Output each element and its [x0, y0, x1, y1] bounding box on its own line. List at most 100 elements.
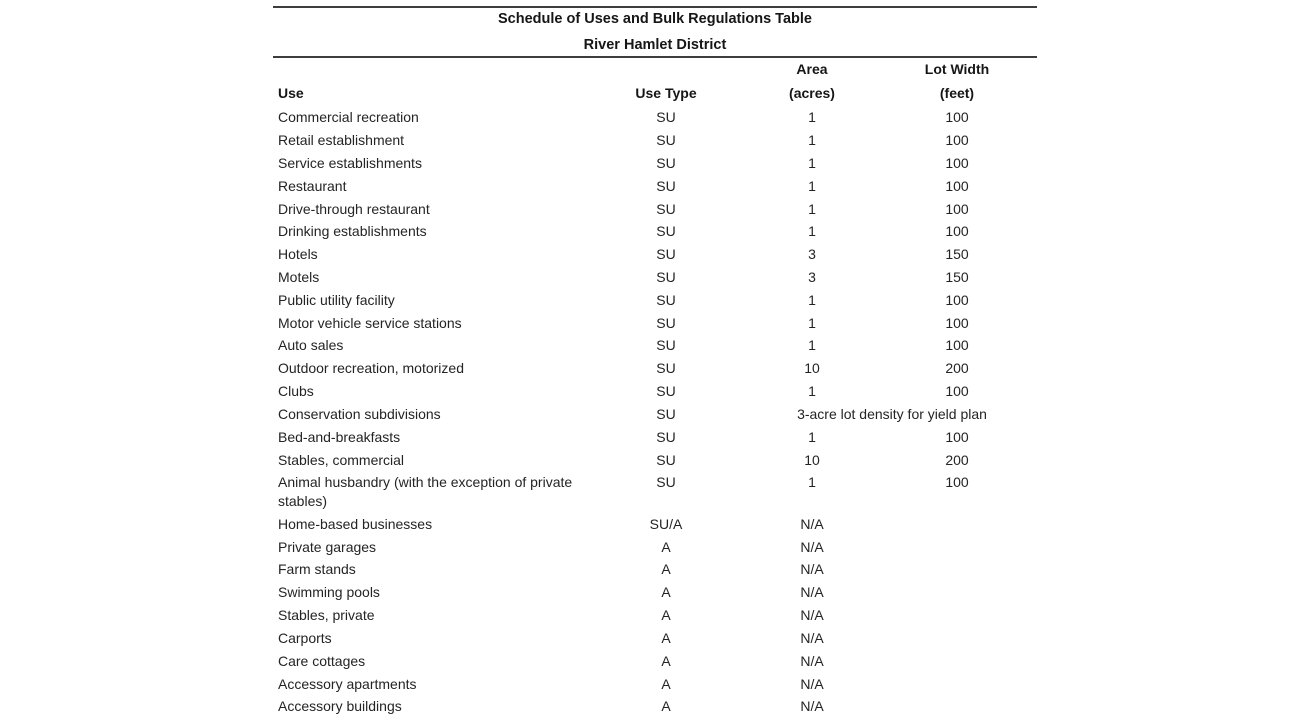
area-cell: 1 — [808, 314, 816, 331]
table-row: Stables, private A N/A — [273, 604, 1037, 627]
lot-width-cell — [877, 697, 1037, 715]
top-rule — [273, 6, 1037, 8]
use-type-cell: SU — [656, 291, 676, 308]
table-row: Commercial recreation SU 1 100 — [273, 106, 1037, 129]
use-cell: Clubs — [278, 383, 314, 400]
lot-width-cell — [877, 515, 1037, 533]
use-cell: Restaurant — [278, 177, 347, 194]
area-cell: 1 — [808, 109, 816, 126]
area-cell: 1 — [808, 154, 816, 171]
col-header-use: Use — [278, 85, 304, 101]
column-headers-top: Area Lot Width — [273, 61, 1037, 77]
lot-width-cell: 150 — [945, 268, 969, 285]
table-row: Carports A N/A — [273, 627, 1037, 650]
table-row: Drive-through restaurant SU 1 100 — [273, 197, 1037, 220]
area-cell: N/A — [800, 584, 824, 601]
use-cell: Accessory buildings — [278, 698, 402, 715]
table-row: Stables, commercial SU 10 200 — [273, 448, 1037, 471]
use-type-cell: A — [661, 607, 671, 624]
table-row: Motels SU 3 150 — [273, 266, 1037, 289]
lot-width-cell — [877, 675, 1037, 693]
use-cell: Hotels — [278, 246, 318, 263]
area-cell: 1 — [808, 428, 816, 445]
col-header-use-type: Use Type — [635, 85, 697, 101]
use-type-cell: A — [661, 561, 671, 578]
use-cell: Bed-and-breakfasts — [278, 428, 401, 445]
col-header-lot-width-units: (feet) — [939, 85, 975, 101]
use-cell: Service establishments — [278, 154, 422, 171]
use-cell: Motels — [278, 268, 320, 285]
regulations-table-sheet: Schedule of Uses and Bulk Regulations Ta… — [273, 0, 1037, 718]
lot-width-cell: 100 — [945, 200, 969, 217]
use-type-cell: SU — [656, 154, 676, 171]
use-type-cell: A — [661, 675, 671, 692]
lot-width-cell: 100 — [945, 383, 969, 400]
use-type-cell: SU — [656, 474, 676, 491]
area-cell: N/A — [800, 675, 824, 692]
area-cell: 10 — [804, 451, 820, 468]
area-cell: N/A — [800, 561, 824, 578]
column-headers: Use Use Type (acres) (feet) — [273, 85, 1037, 101]
area-cell: 1 — [808, 291, 816, 308]
area-cell: N/A — [800, 515, 824, 532]
lot-width-cell: 100 — [945, 428, 969, 445]
table-row: Bed-and-breakfasts SU 1 100 — [273, 426, 1037, 449]
col-header-spacer — [273, 61, 585, 77]
lot-width-cell: 100 — [945, 109, 969, 126]
lot-width-cell — [877, 538, 1037, 556]
table-row: Retail establishment SU 1 100 — [273, 129, 1037, 152]
table-row: Motor vehicle service stations SU 1 100 — [273, 311, 1037, 334]
lot-width-cell — [877, 583, 1037, 601]
table-row: Home-based businesses SU/A N/A — [273, 513, 1037, 536]
area-cell: 10 — [804, 360, 820, 377]
table-row: Conservation subdivisions SU 3-acre lot de… — [273, 403, 1037, 426]
use-cell: Stables, commercial — [278, 451, 405, 468]
lot-width-cell: 200 — [945, 451, 969, 468]
area-cell: N/A — [800, 652, 824, 669]
area-cell: N/A — [800, 698, 824, 715]
area-cell: 1 — [808, 177, 816, 194]
area-cell: 1 — [808, 337, 816, 354]
col-header-area-top: Area — [796, 61, 828, 77]
use-type-cell: SU — [656, 451, 676, 468]
page-title: Schedule of Uses and Bulk Regulations Ta… — [498, 11, 812, 27]
lot-width-cell: 100 — [945, 177, 969, 194]
use-cell: Motor vehicle service stations — [278, 314, 462, 331]
use-type-cell: A — [661, 652, 671, 669]
use-cell: Care cottages — [278, 652, 366, 669]
area-cell: 1 — [808, 474, 816, 491]
table-row: Hotels SU 3 150 — [273, 243, 1037, 266]
area-cell: 1 — [808, 383, 816, 400]
use-cell: Animal husbandry (with the exception of … — [278, 474, 573, 509]
table-row: Accessory buildings A N/A — [273, 695, 1037, 718]
table-row: Auto sales SU 1 100 — [273, 334, 1037, 357]
lot-width-cell: 150 — [945, 246, 969, 263]
header-rule — [273, 56, 1037, 58]
table-row: Swimming pools A N/A — [273, 581, 1037, 604]
table-row: Farm stands A N/A — [273, 558, 1037, 581]
table-row: Private garages A N/A — [273, 535, 1037, 558]
use-type-cell: SU/A — [649, 515, 683, 532]
lot-width-cell: 100 — [945, 132, 969, 149]
lot-width-cell — [877, 560, 1037, 578]
area-cell: 3 — [808, 246, 816, 263]
use-type-cell: A — [661, 538, 671, 555]
col-header-area-units: (acres) — [789, 85, 835, 101]
area-cell: 1 — [808, 132, 816, 149]
table-row: Public utility facility SU 1 100 — [273, 289, 1037, 312]
lot-width-cell: 100 — [945, 223, 969, 240]
use-type-cell: SU — [656, 428, 676, 445]
use-type-cell: SU — [656, 405, 676, 422]
lot-width-cell — [877, 629, 1037, 647]
use-type-cell: A — [661, 584, 671, 601]
use-type-cell: SU — [656, 337, 676, 354]
use-cell: Private garages — [278, 538, 377, 555]
table-row: Service establishments SU 1 100 — [273, 152, 1037, 175]
use-cell: Commercial recreation — [278, 109, 419, 126]
use-cell: Swimming pools — [278, 584, 380, 601]
use-type-cell: SU — [656, 314, 676, 331]
use-cell: Home-based businesses — [278, 515, 433, 532]
table-row: Drinking establishments SU 1 100 — [273, 220, 1037, 243]
use-type-cell: SU — [656, 246, 676, 263]
use-cell: Accessory apartments — [278, 675, 417, 692]
